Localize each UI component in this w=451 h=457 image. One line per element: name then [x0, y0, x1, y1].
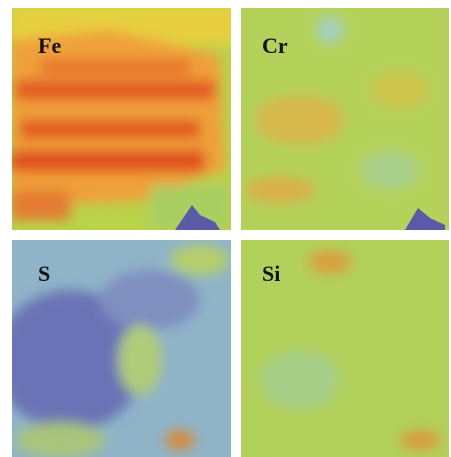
panel-label: Si	[262, 261, 280, 286]
panel-label: S	[38, 261, 50, 286]
element-maps: Fe Cr S Si	[0, 0, 451, 457]
panel-label: Fe	[38, 33, 61, 58]
panel-label: Cr	[262, 33, 288, 58]
